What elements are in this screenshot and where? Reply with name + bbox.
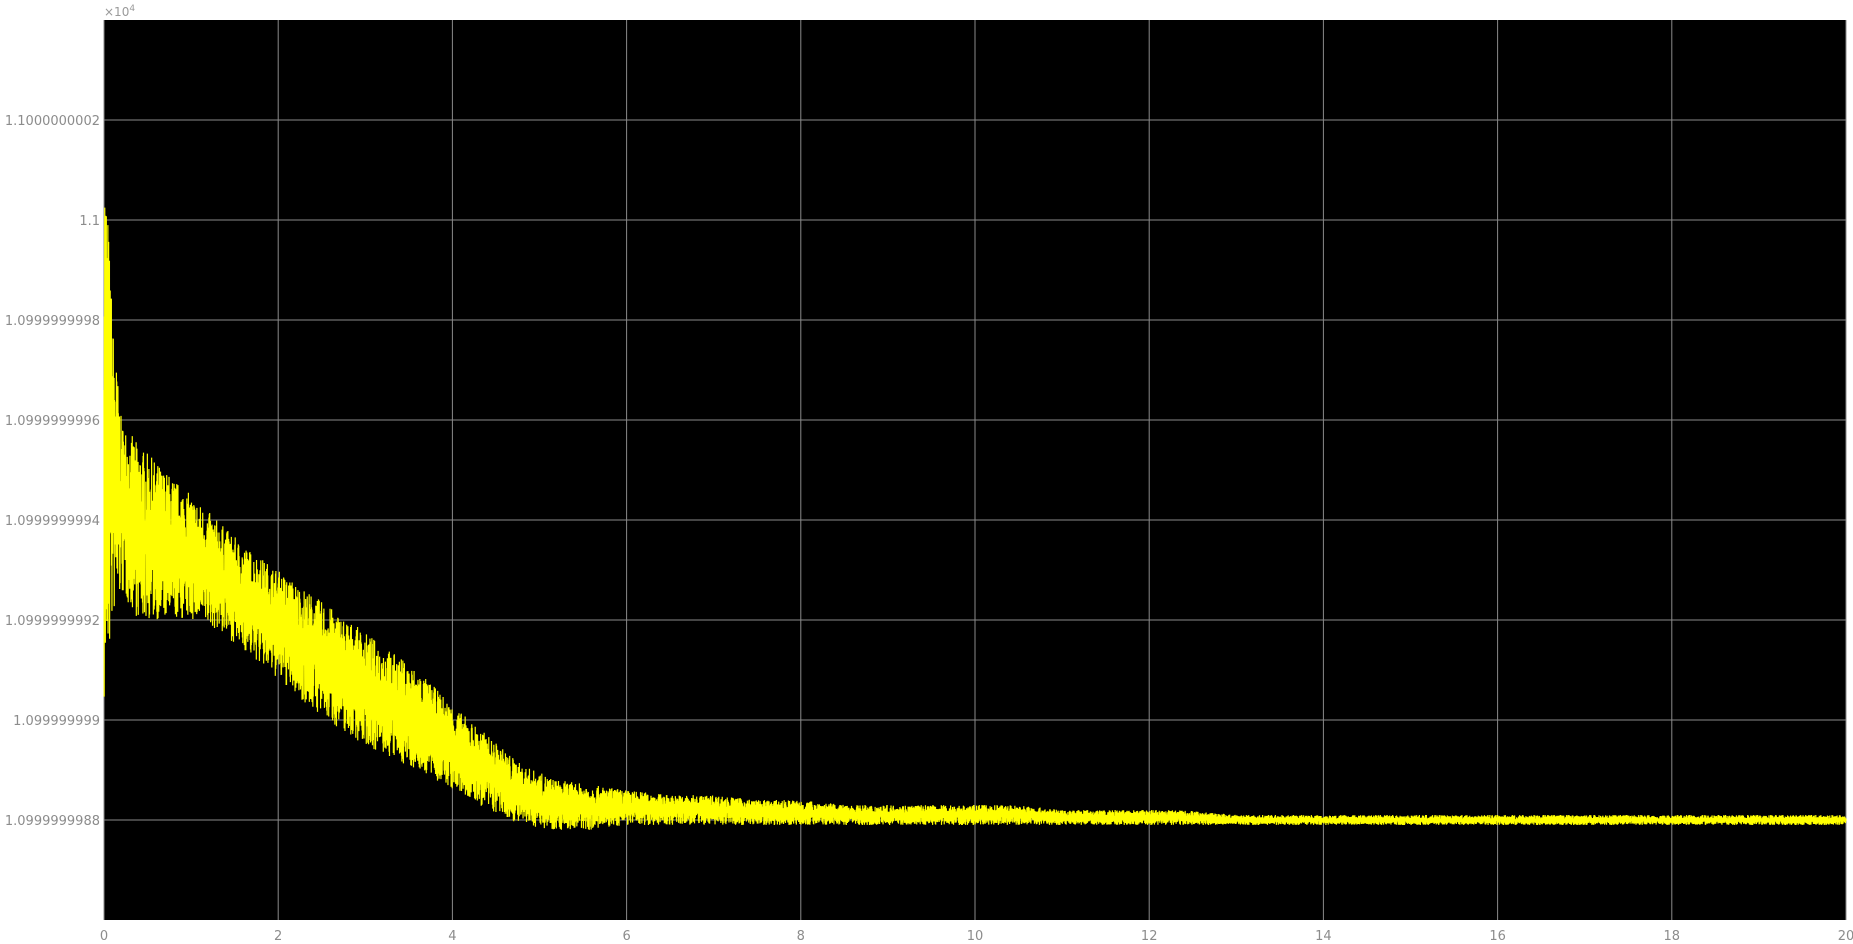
data-series: [103, 207, 1847, 830]
y-tick-label: 1.1: [79, 214, 100, 229]
y-tick-label: 1.0999999988: [5, 814, 100, 829]
x-tick-label: 4: [448, 929, 456, 944]
x-tick-label: 8: [797, 929, 805, 944]
x-tick-label: 10: [967, 929, 984, 944]
x-tick-label: 14: [1315, 929, 1332, 944]
x-axis-ticks: 0 2 4 6 8 10 12 14 16 18 20: [100, 929, 1853, 944]
y-axis-ticks: 1.0999999988 1.099999999 1.0999999992 1.099…: [5, 114, 100, 829]
y-tick-label: 1.1000000002: [5, 114, 100, 129]
grid: [103, 20, 1847, 920]
y-axis-exponent-label: ×104: [104, 4, 135, 19]
x-tick-label: 16: [1489, 929, 1506, 944]
y-tick-label: 1.0999999992: [5, 614, 100, 629]
x-tick-label: 2: [274, 929, 282, 944]
y-tick-label: 1.0999999996: [5, 414, 100, 429]
y-tick-label: 1.0999999994: [5, 514, 100, 529]
x-tick-label: 18: [1664, 929, 1681, 944]
x-tick-label: 6: [622, 929, 630, 944]
y-tick-label: 1.099999999: [13, 714, 100, 729]
y-tick-label: 1.0999999998: [5, 314, 100, 329]
x-tick-label: 0: [100, 929, 108, 944]
x-tick-label: 20: [1838, 929, 1853, 944]
x-tick-label: 12: [1141, 929, 1158, 944]
series-line: [103, 207, 1847, 830]
